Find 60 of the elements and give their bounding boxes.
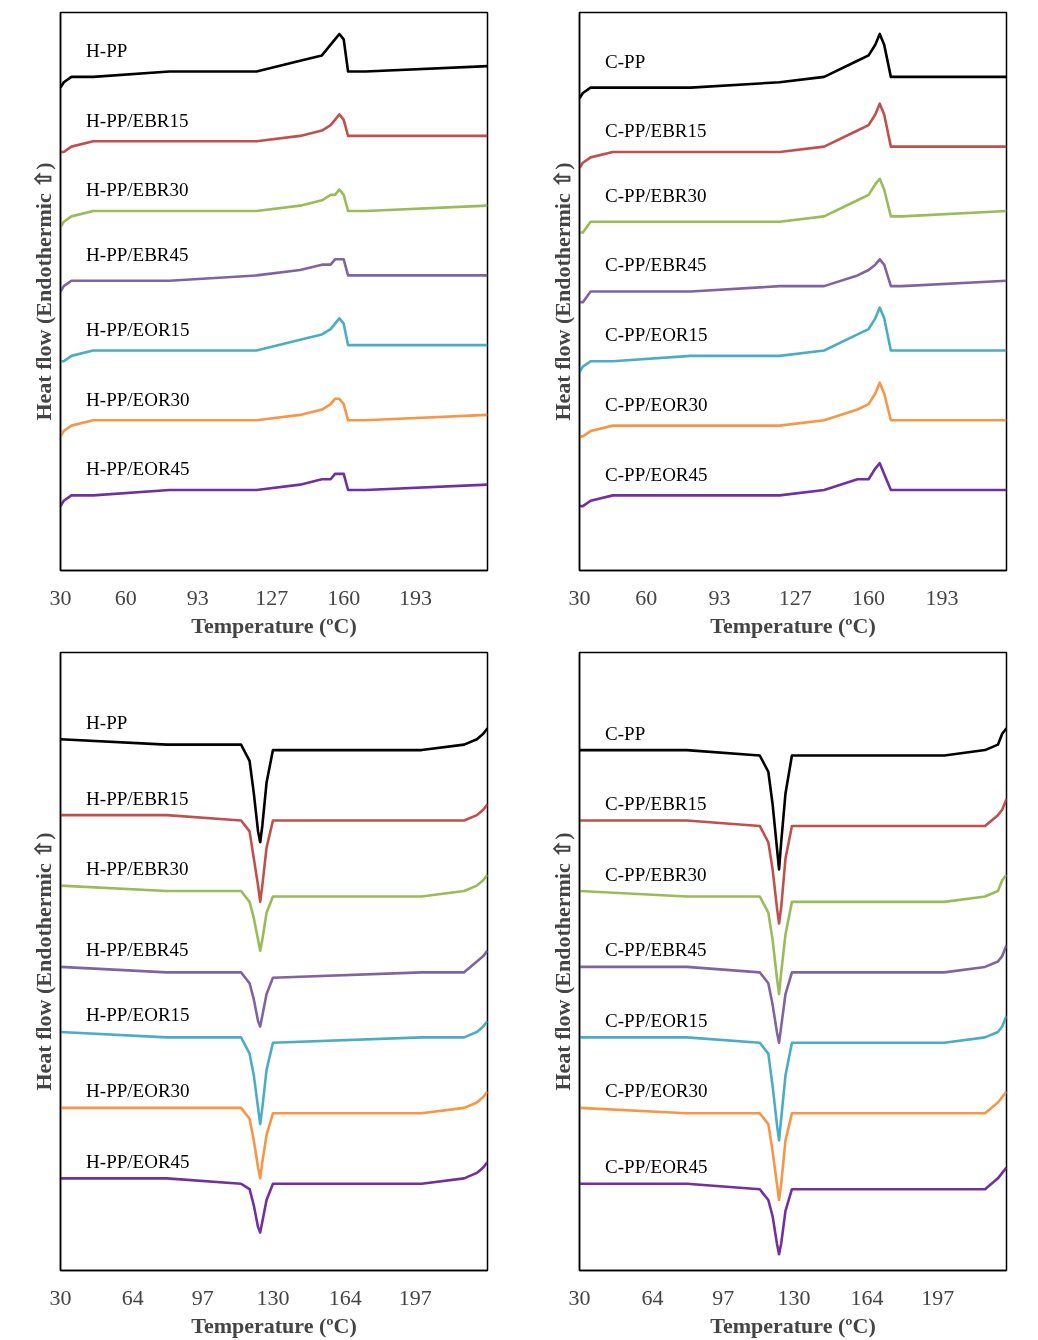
- series-label: H-PP/EBR15: [86, 787, 189, 809]
- x-tick-label: 30: [568, 1284, 591, 1310]
- x-tick-label: 197: [398, 1284, 432, 1310]
- series-label: H-PP: [86, 711, 128, 733]
- series-label: C-PP/EOR45: [605, 1156, 708, 1178]
- series-label: H-PP/EOR15: [86, 1004, 190, 1026]
- x-tick-label: 160: [327, 584, 361, 610]
- x-tick-label: 30: [568, 584, 591, 610]
- x-tick-label: 164: [328, 1284, 362, 1310]
- x-tick-label: 60: [635, 584, 658, 610]
- x-tick-label: 130: [777, 1284, 811, 1310]
- y-axis-title: Heat flow (Endothermic ⇧): [549, 832, 575, 1091]
- series-label: H-PP/EOR30: [86, 388, 190, 410]
- series-label: C-PP/EBR45: [605, 254, 707, 276]
- series-label: C-PP/EOR30: [605, 393, 708, 415]
- series-label: C-PP/EBR30: [605, 184, 707, 206]
- series-label: C-PP/EBR45: [605, 939, 707, 961]
- x-tick-label: 30: [49, 1284, 72, 1310]
- series-label: H-PP/EOR15: [86, 318, 190, 340]
- series-label: H-PP/EBR30: [86, 179, 189, 201]
- x-tick-label: 197: [921, 1284, 955, 1310]
- x-tick-label: 64: [121, 1284, 144, 1310]
- series-label: C-PP/EBR15: [605, 120, 707, 142]
- x-tick-label: 127: [778, 584, 812, 610]
- x-axis-title: Temperature (ºC): [191, 1312, 357, 1338]
- series-label: C-PP/EOR15: [605, 324, 708, 346]
- x-tick-label: 160: [852, 584, 886, 610]
- series-label: H-PP/EBR45: [86, 939, 189, 961]
- series-label: H-PP/EOR45: [86, 1150, 190, 1172]
- x-tick-label: 127: [255, 584, 289, 610]
- series-label: H-PP/EOR45: [86, 458, 190, 480]
- x-axis-title: Temperature (ºC): [191, 612, 357, 638]
- x-axis-title: Temperature (ºC): [710, 612, 876, 638]
- series-label: H-PP/EBR30: [86, 858, 189, 880]
- series-label: H-PP/EOR30: [86, 1080, 190, 1102]
- y-axis-title: Heat flow (Endothermic ⇧): [30, 832, 56, 1091]
- y-axis-title: Heat flow (Endothermic ⇧): [549, 162, 575, 421]
- series-label: C-PP: [605, 722, 646, 744]
- series-label: C-PP/EOR30: [605, 1080, 708, 1102]
- series-label: C-PP: [605, 50, 646, 72]
- series-label: C-PP/EOR45: [605, 463, 708, 485]
- y-axis-title: Heat flow (Endothermic ⇧): [30, 162, 56, 421]
- x-tick-label: 193: [925, 584, 959, 610]
- x-tick-label: 97: [191, 1284, 214, 1310]
- series-label: H-PP: [86, 39, 128, 61]
- x-tick-label: 97: [712, 1284, 735, 1310]
- series-label: C-PP/EOR15: [605, 1009, 708, 1031]
- x-tick-label: 93: [708, 584, 731, 610]
- x-tick-label: 60: [114, 584, 137, 610]
- series-label: H-PP/EBR15: [86, 109, 189, 131]
- x-axis-title: Temperature (ºC): [710, 1312, 876, 1338]
- x-tick-label: 130: [256, 1284, 290, 1310]
- x-tick-label: 193: [399, 584, 433, 610]
- series-label: C-PP/EBR30: [605, 863, 707, 885]
- x-tick-label: 30: [49, 584, 72, 610]
- x-tick-label: 164: [850, 1284, 884, 1310]
- x-tick-label: 64: [641, 1284, 664, 1310]
- series-label: H-PP/EBR45: [86, 243, 189, 265]
- x-tick-label: 93: [186, 584, 209, 610]
- series-label: C-PP/EBR15: [605, 793, 707, 815]
